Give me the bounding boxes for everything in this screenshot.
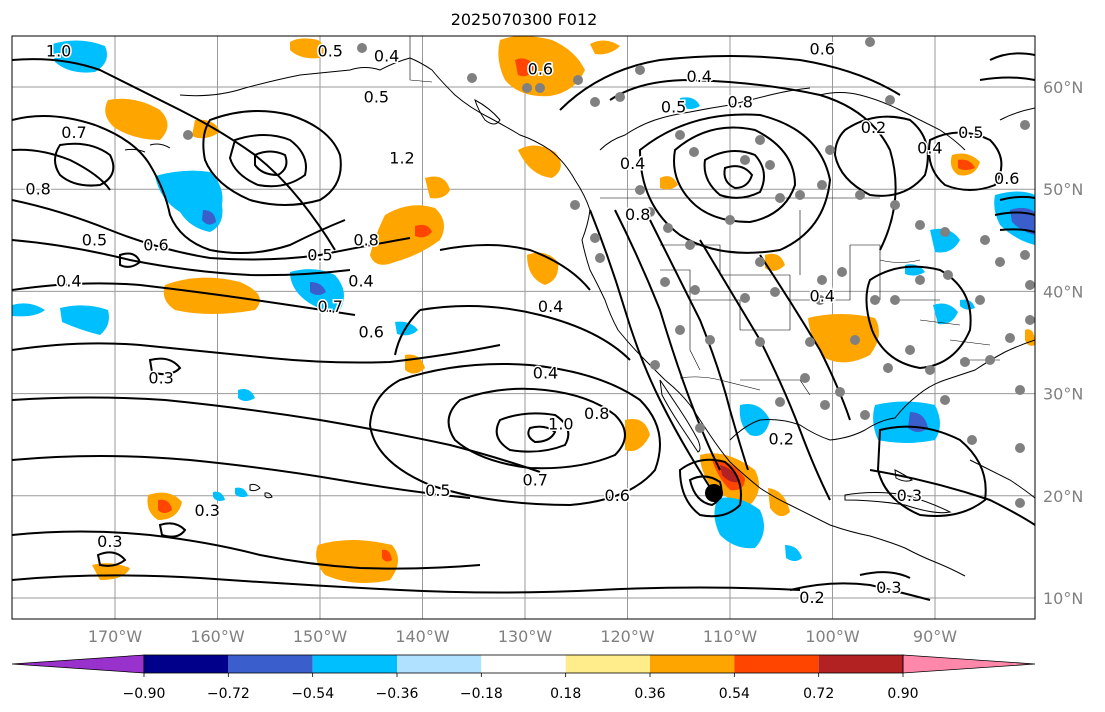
colorbar-tick-label: −0.36 — [376, 686, 419, 702]
contour-label: 0.8 — [353, 230, 378, 249]
colorbar-tick-label: 0.54 — [719, 686, 750, 702]
anomaly-shading — [12, 36, 1035, 584]
contour-label: 0.6 — [359, 322, 384, 341]
political-borders — [409, 36, 1000, 396]
lat-tick-label: 10°N — [1043, 589, 1083, 608]
contour-label: 0.5 — [425, 481, 450, 500]
contour-label: 0.4 — [620, 154, 645, 173]
contour-label: 0.6 — [810, 39, 835, 58]
lat-tick-label: 30°N — [1043, 385, 1083, 404]
contour-label: 0.5 — [364, 87, 389, 106]
colorbar-tick-label: −0.18 — [460, 686, 503, 702]
lon-tick-label: 160°W — [190, 627, 245, 646]
lon-tick-label: 120°W — [600, 627, 655, 646]
colorbar-frame — [143, 654, 904, 674]
graticule — [12, 36, 1035, 619]
contour-label: 1.0 — [548, 414, 573, 433]
colorbar-tick-label: −0.90 — [123, 686, 166, 702]
contour-label: 0.8 — [728, 92, 753, 111]
colorbar-tick-label: 0.90 — [887, 686, 918, 702]
lon-tick-label: 150°W — [293, 627, 348, 646]
colorbar-tick-label: −0.54 — [291, 686, 334, 702]
contour-label: 0.5 — [82, 230, 107, 249]
contour-labels: 1.0 0.5 0.40.60.50.71.20.80.5 0.6 0.80.50.4 0… — [24, 38, 1021, 609]
contour-label: 0.8 — [25, 179, 50, 198]
lat-tick-label: 60°N — [1043, 78, 1083, 97]
coastlines — [124, 57, 1035, 577]
colorbar-bin — [565, 655, 650, 673]
contour-lines — [12, 52, 1035, 601]
contour-label: 0.4 — [538, 297, 563, 316]
contour-label: 0.3 — [876, 578, 901, 597]
contour-label: 0.7 — [318, 297, 343, 316]
contour-label: 0.5 — [307, 246, 332, 265]
plot-frame — [11, 35, 1036, 620]
map-title: 2025070300 F012 — [450, 10, 598, 29]
contour-label: 0.5 — [318, 41, 343, 60]
station-markers — [183, 37, 1035, 508]
contour-label: 0.4 — [56, 271, 81, 290]
contour-label: 1.2 — [389, 149, 414, 168]
colorbar-bin — [650, 655, 735, 673]
contour-label: 0.2 — [799, 588, 824, 607]
contour-label: 0.4 — [810, 287, 835, 306]
contour-label: 0.3 — [897, 486, 922, 505]
contour-label: 0.6 — [994, 169, 1019, 188]
lon-tick-label: 170°W — [88, 627, 143, 646]
colorbar-bin — [397, 655, 482, 673]
axis-labels: 60°N 50°N 40°N 30°N 20°N 10°N 170°W 160°W 150°W 1… — [88, 78, 1084, 646]
contour-label: 0.3 — [148, 368, 173, 387]
contour-label: 0.4 — [533, 363, 558, 382]
contour-label: 0.6 — [143, 236, 168, 255]
contour-label: 1.0 — [46, 41, 71, 60]
lon-tick-label: 90°W — [913, 627, 957, 646]
lon-tick-label: 110°W — [703, 627, 758, 646]
contour-label: 0.4 — [374, 46, 399, 65]
contour-label: 0.2 — [861, 118, 886, 137]
lon-tick-label: 130°W — [498, 627, 553, 646]
colorbar-tick-label: 0.36 — [634, 686, 665, 702]
contour-label: 0.7 — [523, 471, 548, 490]
contour-label: 0.4 — [348, 271, 373, 290]
colorbar-bin — [144, 655, 229, 673]
contour-label: 0.4 — [917, 138, 942, 157]
colorbar-extend-high — [902, 654, 1036, 674]
contour-label: 0.7 — [61, 123, 86, 142]
colorbar-tick-label: 0.72 — [803, 686, 834, 702]
contour-label: 0.5 — [661, 98, 686, 117]
lon-tick-label: 140°W — [395, 627, 450, 646]
contour-label: 0.3 — [195, 501, 220, 520]
colorbar-bin — [312, 655, 397, 673]
lat-tick-label: 20°N — [1043, 487, 1083, 506]
contour-label: 0.4 — [687, 67, 712, 86]
contour-label: 0.8 — [584, 404, 609, 423]
contour-label: 0.6 — [605, 486, 630, 505]
contour-label: 0.6 — [528, 60, 553, 79]
lat-tick-label: 50°N — [1043, 180, 1083, 199]
colorbar: −0.90 −0.72 −0.54 −0.36 −0.18 0.18 0.36 0.54 0.7… — [11, 654, 1036, 702]
colorbar-tick-label: 0.18 — [550, 686, 581, 702]
contour-label: 0.2 — [769, 430, 794, 449]
colorbar-bin — [228, 655, 313, 673]
colorbar-extend-low — [11, 654, 145, 674]
colorbar-bin — [818, 655, 903, 673]
colorbar-bin — [481, 655, 566, 673]
colorbar-tick-label: −0.72 — [207, 686, 250, 702]
colorbar-bin — [734, 655, 819, 673]
contour-label: 0.5 — [958, 123, 983, 142]
lat-tick-label: 40°N — [1043, 282, 1083, 301]
contour-label: 0.8 — [625, 205, 650, 224]
lon-tick-label: 100°W — [805, 627, 860, 646]
contour-label: 0.3 — [97, 532, 122, 551]
